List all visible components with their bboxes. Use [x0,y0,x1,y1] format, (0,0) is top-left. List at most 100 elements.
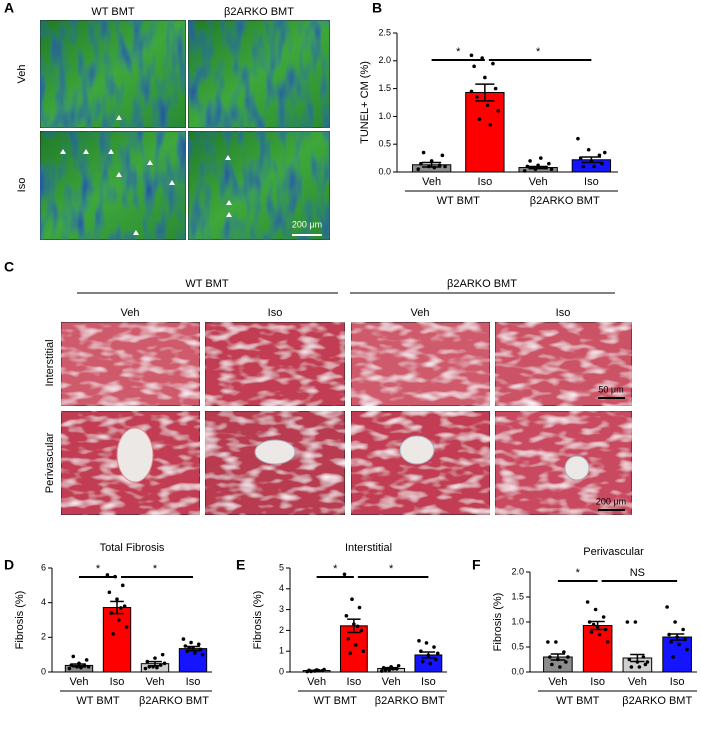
data-point [342,572,347,577]
y-tick-label: 1.0 [511,616,524,626]
x-tick-label: Iso [110,676,125,688]
data-point [549,167,554,172]
data-point [603,627,608,632]
group-label: WT BMT [185,278,228,290]
y-tick-label: 0 [279,666,284,676]
data-point [597,632,602,637]
y-tick-label: 1.5 [511,591,524,601]
group-label: β2ARKO BMT [375,695,445,707]
group-label: WT BMT [437,195,480,207]
y-tick-label: 2.0 [511,566,524,576]
data-point [359,628,364,633]
data-point [419,161,423,166]
data-point [576,136,580,141]
data-point [185,649,190,653]
x-tick-label: Veh [70,676,89,688]
data-point [145,659,150,664]
group-label: β2ARKO BMT [447,278,517,290]
data-point [685,647,689,652]
panel-letter: D [4,557,14,573]
x-tick-label: Iso [584,176,599,188]
panel-letter: B [372,0,382,16]
data-point [586,147,591,152]
significance-label: * [456,46,461,58]
y-tick-label: 2 [279,625,284,635]
data-point [183,644,188,648]
data-point [443,164,447,169]
data-point [593,607,598,612]
data-point [111,632,115,636]
data-point [352,622,356,626]
data-point [595,625,600,629]
data-point [432,165,437,170]
y-tick-label: 5 [279,562,284,572]
data-point [627,657,632,662]
data-point [383,668,388,672]
data-point [525,164,530,169]
scale-bar-label: 50 μm [598,384,623,394]
data-point [357,605,362,610]
row-label: Perivascular [44,432,56,493]
data-point [69,663,74,667]
data-point [75,665,79,669]
data-point [426,653,431,658]
data-point [344,614,349,618]
data-point [348,651,352,656]
data-point [107,590,112,595]
panel-letter: E [236,557,245,573]
data-point [391,667,395,671]
data-point [353,643,358,647]
data-point [420,659,425,664]
data-point [147,665,152,669]
data-point [151,665,155,669]
y-tick-label: 0.0 [378,166,391,176]
x-tick-label: Veh [382,676,401,688]
data-point [581,164,586,169]
data-point [528,159,532,163]
data-point [675,635,679,639]
data-point [309,669,313,674]
y-axis-label: Fibrosis (%) [492,593,504,652]
y-tick-label: 0.0 [511,666,524,676]
data-point [483,75,487,80]
data-point [554,640,558,644]
data-point [558,665,562,669]
data-point [589,159,594,163]
group-label: WT BMT [76,695,119,707]
data-point [493,86,498,91]
data-point [637,665,642,669]
data-point [119,606,123,610]
data-point [578,156,583,160]
row-label: Interstitial [44,339,56,386]
data-point [585,600,590,604]
x-tick-label: Iso [590,676,605,688]
data-point [629,665,634,669]
y-tick-label: 1 [279,646,284,656]
column-label: β2ARKO BMT [224,6,294,18]
data-point [671,655,675,659]
data-point [485,103,490,108]
x-tick-label: Veh [548,676,567,688]
data-point [437,163,442,168]
data-point [602,150,607,155]
data-point [605,640,610,644]
data-point [600,161,604,166]
x-tick-label: Veh [307,676,326,688]
data-point [480,56,484,60]
data-point [564,660,568,664]
data-point [597,153,602,158]
scale-bar-label: 200 μm [292,219,322,229]
data-point [350,597,354,601]
data-point [435,651,440,656]
data-point [191,645,195,650]
data-point [677,642,681,647]
column-label: Veh [121,307,140,319]
data-point [477,117,482,121]
significance-label: * [153,563,158,575]
data-point [162,661,167,666]
data-point [187,645,191,650]
significance-label: * [96,563,101,575]
data-point [86,665,91,669]
data-point [79,665,83,670]
